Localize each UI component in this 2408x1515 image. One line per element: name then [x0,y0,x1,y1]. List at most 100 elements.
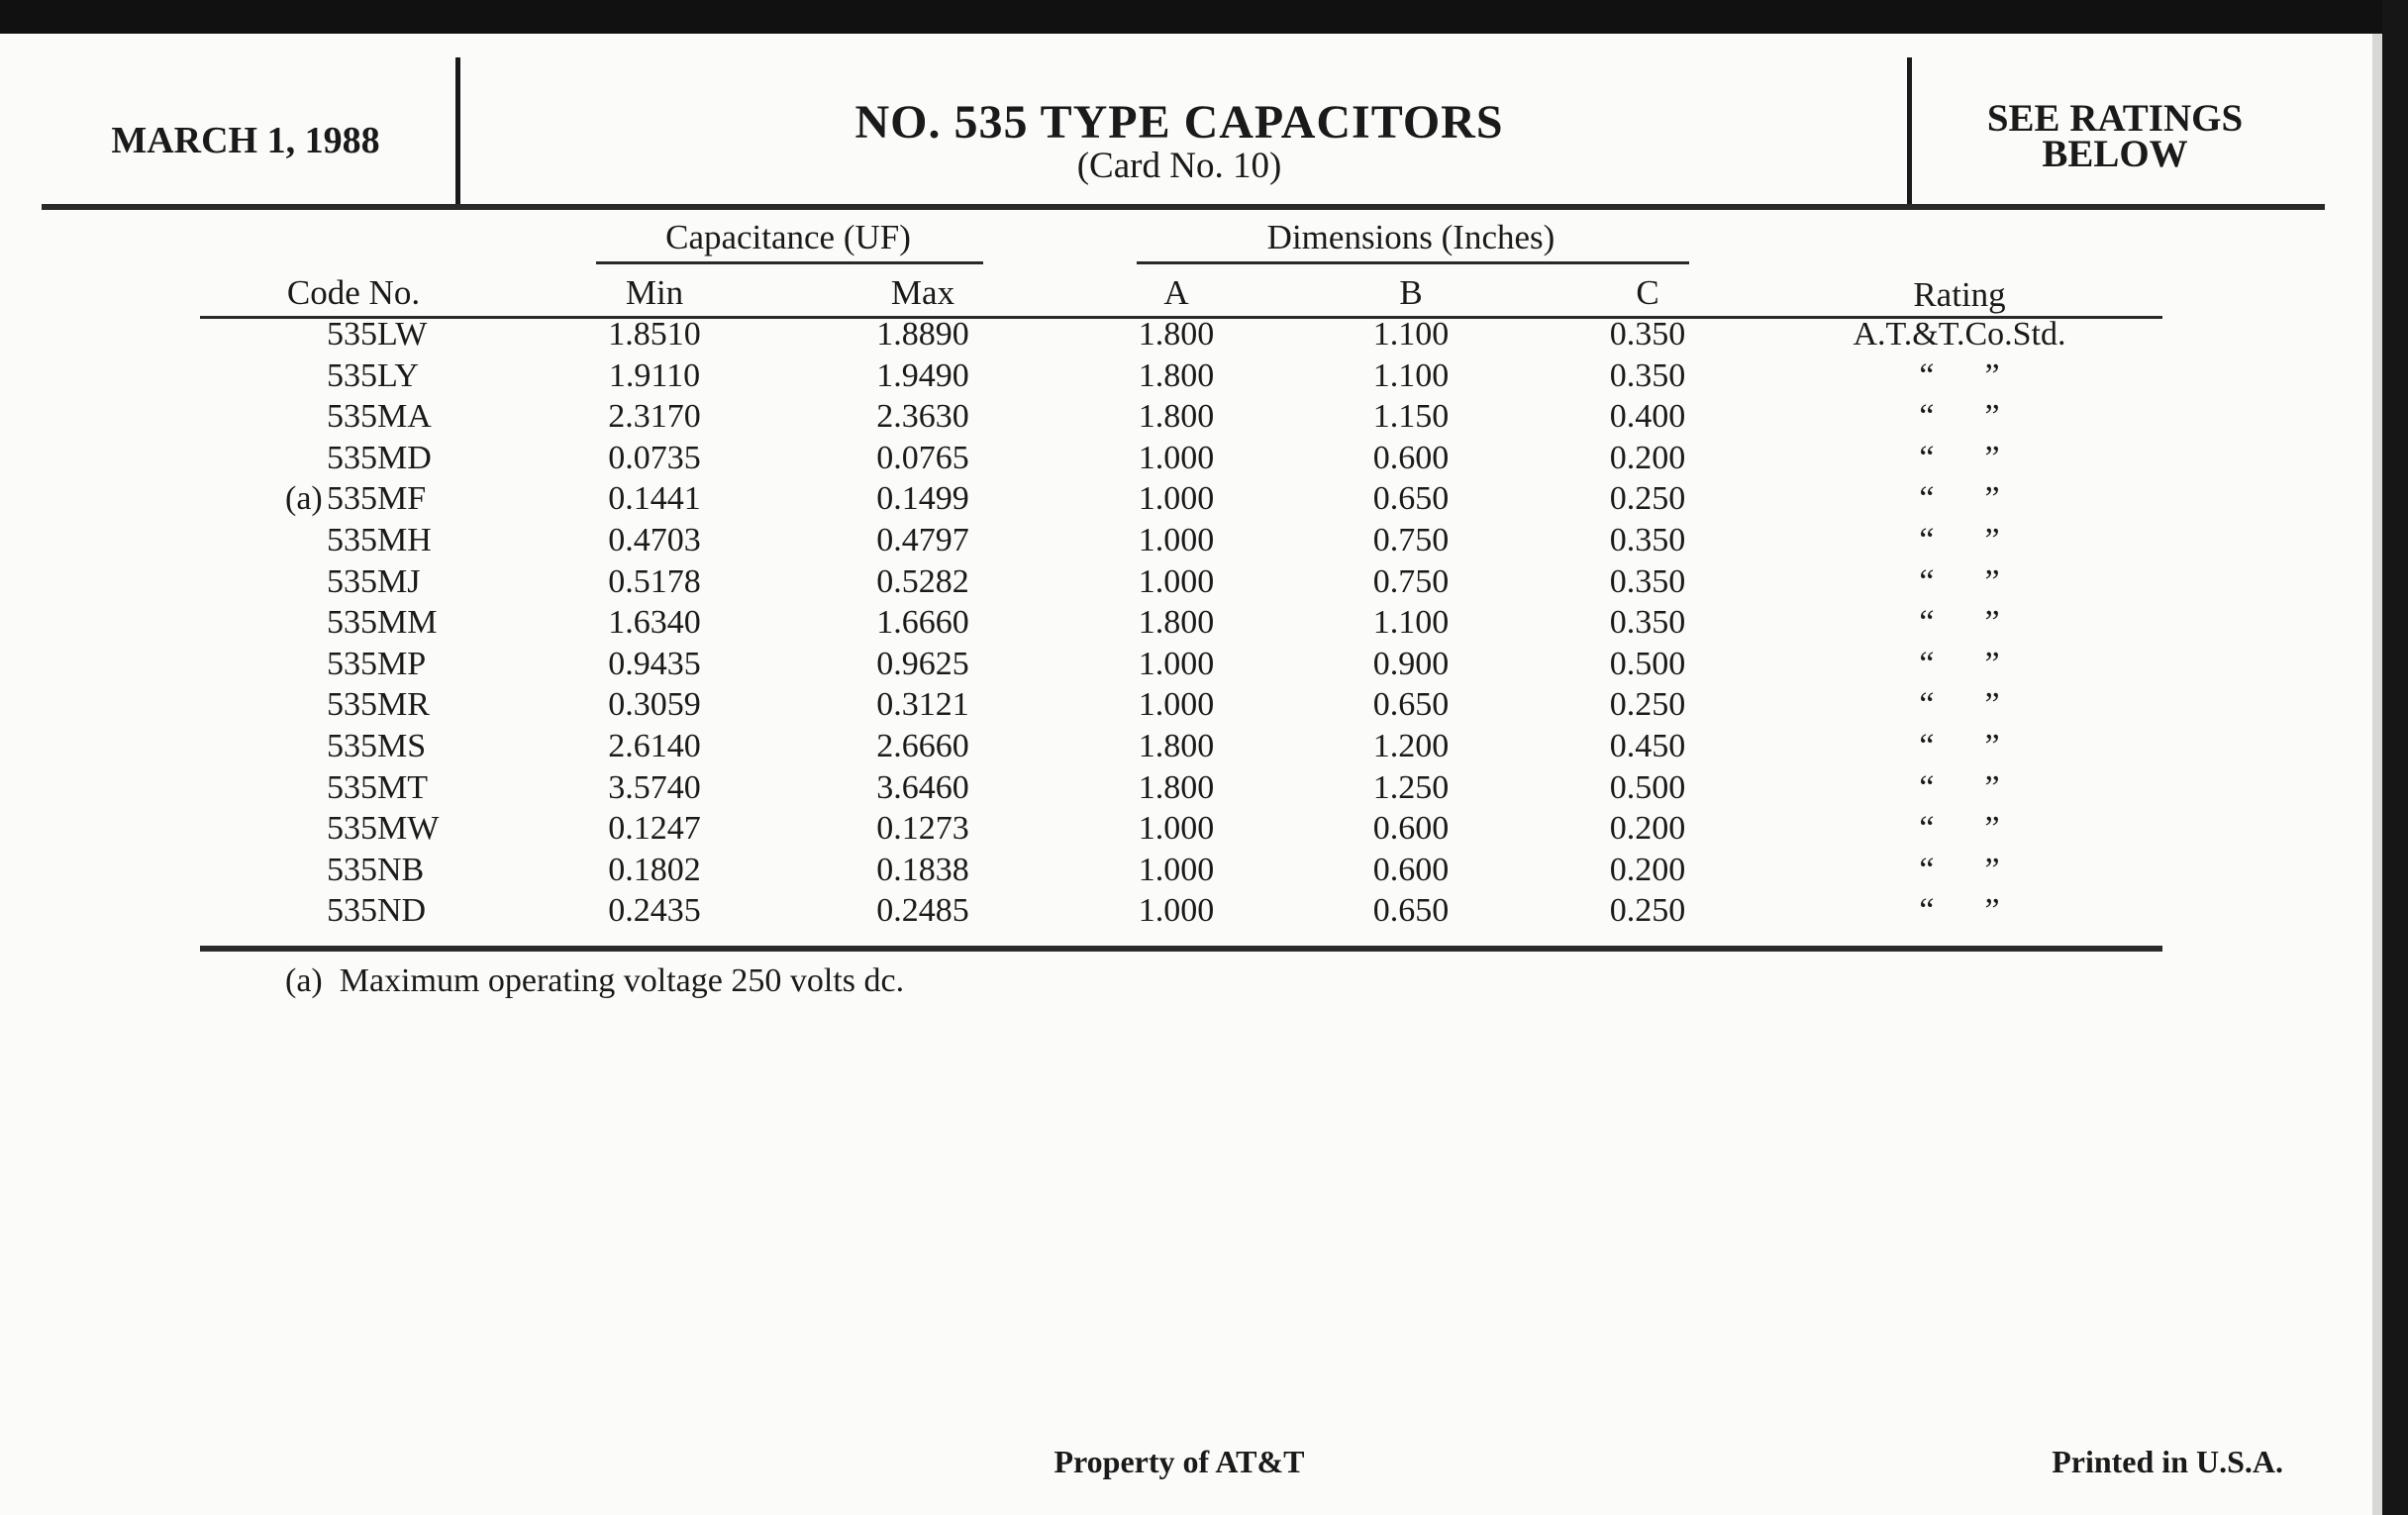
cell-c: 0.350 [1609,604,1686,642]
cell-min: 0.9435 [608,645,701,682]
scan-right-shadow [2372,34,2382,1515]
cell-rating: “ ” [1919,728,2000,764]
column-header-b: B [1399,273,1423,312]
cell-min: 1.9110 [608,356,701,394]
footer-printed: Printed in U.S.A. [2052,1444,2283,1479]
cell-rating: “ ” [1919,851,2000,888]
cell-a: 1.800 [1138,728,1215,764]
cell-rating: “ ” [1919,439,2000,476]
cell-code: 535MJ [327,562,421,600]
cell-rating: “ ” [1919,892,2000,930]
cell-code: 535LW [327,316,428,353]
column-header-min: Min [625,273,684,312]
cell-min: 0.5178 [608,562,701,600]
cell-code: 535LY [327,356,419,394]
cell-max: 2.3630 [876,398,969,436]
cell-a: 1.000 [1138,562,1215,600]
card-date: MARCH 1, 1988 [111,120,380,161]
cell-b: 0.750 [1372,522,1450,558]
cell-max: 0.3121 [876,686,969,724]
capacitance-underline [596,261,983,264]
header-divider-left [455,57,460,206]
cell-c: 0.500 [1609,768,1686,806]
cell-min: 0.0735 [608,439,701,476]
cell-min: 0.1802 [608,851,701,888]
ratings-note: SEE RATINGS BELOW [1986,97,2244,175]
card-title: NO. 535 TYPE CAPACITORS [854,96,1504,149]
cell-b: 1.100 [1372,356,1450,394]
cell-b: 0.650 [1372,686,1450,724]
cell-a: 1.000 [1138,810,1215,848]
cell-rating: “ ” [1919,604,2000,642]
cell-b: 0.600 [1372,439,1450,476]
cell-code: 535ND [327,892,427,930]
group-header-dimensions: Dimensions (Inches) [1266,218,1555,256]
cell-rating: “ ” [1919,686,2000,724]
footnote-marker: (a) [285,480,323,518]
ratings-note-line1: SEE RATINGS [1986,97,2244,140]
cell-b: 0.600 [1372,810,1450,848]
card-subtitle: (Card No. 10) [1076,146,1282,186]
cell-code: 535MA [327,398,432,436]
cell-max: 1.6660 [876,604,969,642]
cell-code: 535MP [327,645,427,682]
cell-c: 0.250 [1609,686,1686,724]
cell-a: 1.800 [1138,316,1215,353]
group-header-capacitance: Capacitance (UF) [665,218,911,256]
cell-max: 3.6460 [876,768,969,806]
cell-a: 1.000 [1138,686,1215,724]
cell-max: 0.4797 [876,522,969,558]
footer-property: Property of AT&T [1054,1444,1305,1479]
cell-min: 0.4703 [608,522,701,558]
cell-min: 2.3170 [608,398,701,436]
cell-code: 535MF [327,480,427,518]
cell-c: 0.450 [1609,728,1686,764]
column-header-c: C [1636,273,1659,312]
cell-max: 0.9625 [876,645,969,682]
cell-max: 0.2485 [876,892,969,930]
cell-c: 0.250 [1609,480,1686,518]
cell-code: 535MT [327,768,428,806]
cell-min: 0.1247 [608,810,701,848]
cell-b: 1.100 [1372,316,1450,353]
cell-b: 0.750 [1372,562,1450,600]
cell-rating: “ ” [1919,562,2000,600]
table-bottom-rule [200,946,2162,952]
scan-right-border [2382,0,2408,1515]
cell-b: 0.600 [1372,851,1450,888]
ratings-note-line2: BELOW [2042,133,2188,175]
cell-code: 535MS [327,728,427,764]
cell-c: 0.200 [1609,810,1686,848]
cell-c: 0.350 [1609,522,1686,558]
cell-rating: “ ” [1919,480,2000,518]
cell-min: 1.6340 [608,604,701,642]
cell-min: 0.3059 [608,686,701,724]
cell-rating: A.T.&T.Co.Std. [1853,316,2066,353]
cell-rating: “ ” [1919,356,2000,394]
cell-rating: “ ” [1919,398,2000,436]
scan-top-border [0,0,2408,34]
cell-code: 535MH [327,522,432,558]
column-header-code: Code No. [286,273,421,312]
cell-a: 1.000 [1138,645,1215,682]
cell-max: 2.6660 [876,728,969,764]
cell-rating: “ ” [1919,768,2000,806]
cell-a: 1.000 [1138,480,1215,518]
cell-rating: “ ” [1919,645,2000,682]
cell-code: 535MR [327,686,430,724]
column-header-a: A [1163,273,1189,312]
column-header-max: Max [890,273,955,312]
cell-min: 3.5740 [608,768,701,806]
cell-c: 0.400 [1609,398,1686,436]
column-header-rating: Rating [1913,275,2006,314]
cell-a: 1.000 [1138,522,1215,558]
cell-rating: “ ” [1919,522,2000,558]
cell-max: 0.5282 [876,562,969,600]
cell-a: 1.800 [1138,398,1215,436]
cell-c: 0.200 [1609,439,1686,476]
cell-max: 0.1838 [876,851,969,888]
cell-b: 0.650 [1372,480,1450,518]
cell-max: 1.9490 [876,356,969,394]
cell-max: 0.1273 [876,810,969,848]
dimensions-underline [1137,261,1689,264]
